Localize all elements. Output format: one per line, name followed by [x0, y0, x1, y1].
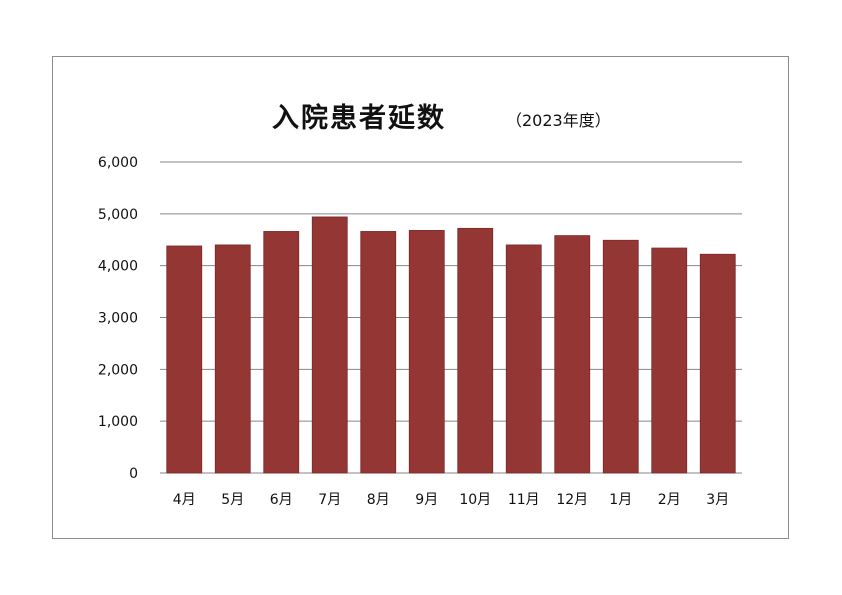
- chart-subtitle: （2023年度）: [506, 111, 611, 130]
- y-axis-ticks: 0 1,000 2,000 3,000 4,000 5,000 6,000: [98, 155, 138, 482]
- y-tick-label: 1,000: [98, 414, 138, 430]
- x-tick-label: 12月: [556, 492, 588, 508]
- bar: [505, 244, 542, 474]
- gridlines: [160, 161, 742, 474]
- x-tick-label: 2月: [658, 492, 681, 508]
- bar: [699, 253, 736, 474]
- y-tick-label: 0: [129, 466, 138, 482]
- x-tick-label: 11月: [508, 492, 540, 508]
- x-tick-label: 4月: [173, 492, 196, 508]
- x-tick-label: 8月: [367, 492, 390, 508]
- bar: [214, 244, 251, 474]
- x-tick-label: 5月: [221, 492, 244, 508]
- y-tick-label: 6,000: [98, 155, 138, 171]
- x-tick-label: 7月: [318, 492, 341, 508]
- bars: [166, 216, 736, 474]
- x-tick-label: 6月: [270, 492, 293, 508]
- x-axis-ticks: 4月 5月 6月 7月 8月 9月 10月 11月 12月 1月 2月 3月: [173, 492, 729, 508]
- bar: [360, 231, 397, 474]
- bar: [651, 247, 688, 474]
- y-tick-label: 3,000: [98, 311, 138, 327]
- y-tick-label: 5,000: [98, 207, 138, 223]
- chart-title: 入院患者延数: [272, 103, 446, 134]
- bar: [602, 239, 639, 474]
- bar: [166, 245, 203, 474]
- bar: [408, 230, 445, 474]
- bar: [554, 235, 591, 474]
- x-tick-label: 9月: [415, 492, 438, 508]
- bar: [457, 227, 494, 474]
- bar: [263, 231, 300, 474]
- y-tick-label: 4,000: [98, 259, 138, 275]
- x-tick-label: 10月: [459, 492, 491, 508]
- y-tick-label: 2,000: [98, 362, 138, 378]
- x-tick-label: 1月: [609, 492, 632, 508]
- x-tick-label: 3月: [706, 492, 729, 508]
- bar: [311, 216, 348, 474]
